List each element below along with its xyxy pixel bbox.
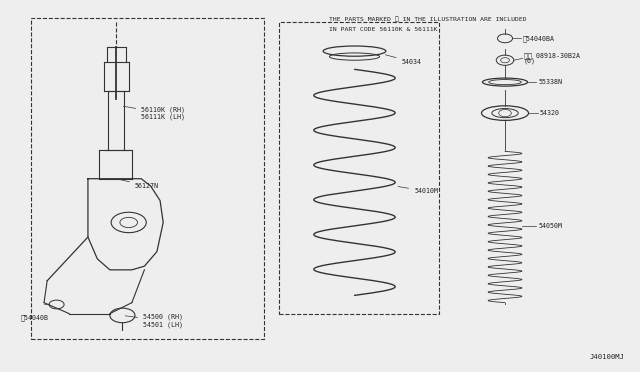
Text: ※54040BA: ※54040BA: [523, 35, 555, 42]
Text: THE PARTS MARKED ⦿ IN THE ILLUSTRATION ARE INCLUDED: THE PARTS MARKED ⦿ IN THE ILLUSTRATION A…: [330, 16, 527, 22]
Text: ※ⓝ 08918-30B2A: ※ⓝ 08918-30B2A: [524, 52, 580, 59]
Text: ※54040B: ※54040B: [20, 314, 48, 321]
Text: 55338N: 55338N: [538, 79, 563, 85]
Text: 54320: 54320: [540, 110, 559, 116]
Text: J40100MJ: J40100MJ: [589, 354, 624, 360]
Text: 54010M: 54010M: [398, 186, 438, 194]
Text: 54034: 54034: [385, 55, 422, 65]
Text: (6): (6): [524, 58, 536, 64]
Text: 54500 (RH)
54501 (LH): 54500 (RH) 54501 (LH): [125, 314, 183, 328]
Text: IN PART CODE 56110K & 56111K: IN PART CODE 56110K & 56111K: [330, 28, 438, 32]
Text: 54050M: 54050M: [538, 223, 563, 229]
Text: 56127N: 56127N: [119, 179, 159, 189]
Text: 56110K (RH)
56111K (LH): 56110K (RH) 56111K (LH): [124, 106, 185, 120]
